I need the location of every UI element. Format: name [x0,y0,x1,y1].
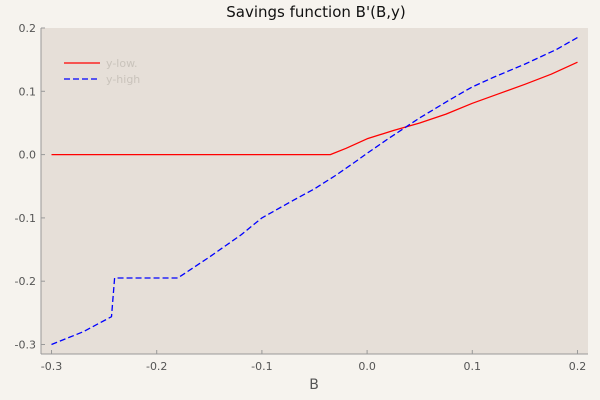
y-tick-label: -0.1 [15,212,36,225]
y-tick-label: 0.2 [19,22,37,35]
x-tick-label: -0.1 [251,360,272,373]
series-layer [51,36,578,346]
x-tick-label: 0.1 [464,360,482,373]
series-line-0 [51,61,578,156]
x-tick-label: 0.0 [358,360,376,373]
x-tick-label: -0.3 [41,360,62,373]
y-tick-label: 0.0 [19,149,37,162]
x-axis: -0.3 -0.2 -0.1 0.0 0.1 0.2 [41,350,588,373]
legend-label-0: y-low. [106,57,138,70]
series-line-1 [51,36,578,346]
x-tick-label: -0.2 [146,360,167,373]
x-tick-label: 0.2 [569,360,587,373]
chart-title: Savings function B'(B,y) [226,3,405,21]
y-tick-label: -0.2 [15,275,36,288]
legend-label-1: y-high [106,73,140,86]
legend: y-low. y-high [64,57,140,86]
y-axis: -0.3 -0.2 -0.1 0.0 0.1 0.2 [15,22,45,354]
plot-area [41,28,588,354]
x-axis-title: B [309,377,319,393]
y-tick-label: 0.1 [19,85,37,98]
y-tick-label: -0.3 [15,339,36,352]
